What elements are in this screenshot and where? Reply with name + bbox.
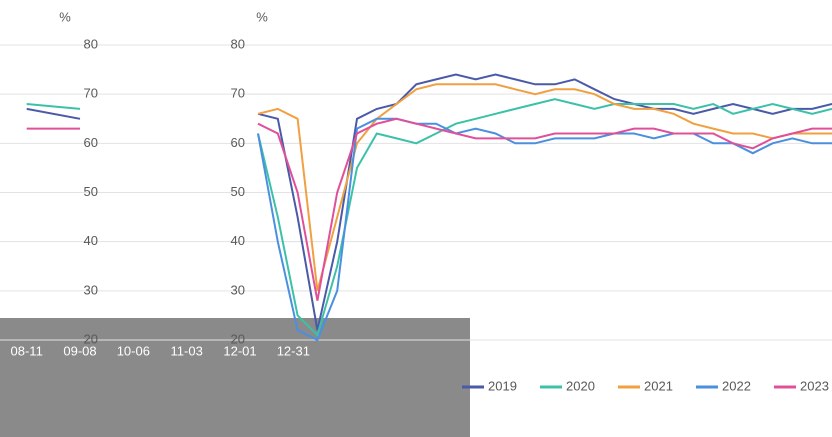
- x-tick-label: 07-14: [795, 343, 828, 358]
- legend-label: 2020: [566, 378, 595, 393]
- y-tick-label: 50: [84, 184, 98, 199]
- y-tick-label: 40: [84, 233, 98, 248]
- series-line: [26, 103, 81, 110]
- x-tick-label: 05-19: [756, 343, 789, 358]
- x-tick-label: 04-21: [697, 343, 730, 358]
- x-tick-label: 12-01: [223, 343, 256, 358]
- x-tick-label: 01-20: [479, 343, 512, 358]
- series-line: [257, 117, 832, 301]
- glitch-band: [0, 318, 470, 437]
- y-tick-label: 30: [231, 282, 245, 297]
- legend-label: 2023: [800, 378, 829, 393]
- series-line: [257, 117, 832, 342]
- y-tick-label: 20: [84, 331, 98, 346]
- y-unit: %: [256, 9, 268, 24]
- series-line: [26, 107, 81, 120]
- y-tick-label: 70: [84, 86, 98, 101]
- x-tick-label: 06-13: [795, 343, 828, 358]
- y-tick-label: 30: [84, 282, 98, 297]
- series-line: [257, 98, 832, 338]
- series-line: [257, 83, 832, 292]
- y-unit: %: [59, 9, 71, 24]
- y-tick-label: 70: [231, 86, 245, 101]
- x-tick-label: 05-24: [617, 343, 650, 358]
- x-tick-label: 03-24: [538, 343, 571, 358]
- y-tick-label: 80: [84, 36, 98, 51]
- y-tick-label: 50: [231, 184, 245, 199]
- y-tick-label: 20: [231, 331, 245, 346]
- legend-label: 2019: [488, 378, 517, 393]
- x-tick-label: 08-11: [11, 343, 43, 358]
- y-tick-label: 60: [231, 135, 245, 150]
- y-tick-label: 80: [231, 36, 245, 51]
- y-tick-label: 40: [231, 233, 245, 248]
- legend-label: 2022: [722, 378, 751, 393]
- x-tick-label: 10-06: [117, 343, 150, 358]
- legend-label: 2021: [644, 378, 673, 393]
- x-tick-label: 09-08: [63, 343, 96, 358]
- series-line: [257, 73, 832, 331]
- x-tick-label: 11-03: [171, 343, 203, 358]
- y-tick-label: 60: [84, 135, 98, 150]
- x-tick-label: 12-31: [277, 343, 310, 358]
